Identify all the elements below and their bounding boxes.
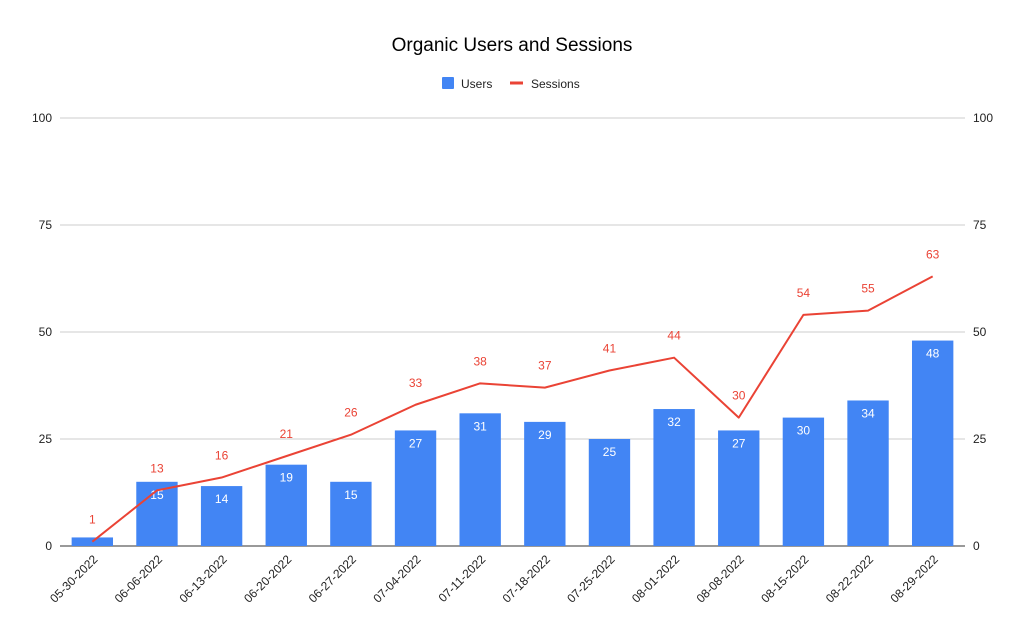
line-label-sessions: 16	[215, 449, 229, 463]
x-tick-label: 06-06-2022	[112, 552, 166, 606]
legend: Users Sessions	[442, 77, 580, 91]
bar-users	[718, 430, 760, 546]
x-tick-label: 07-25-2022	[564, 552, 618, 606]
line-label-sessions: 13	[150, 461, 164, 475]
bar-label-users: 19	[280, 471, 294, 485]
bar-label-users: 27	[732, 436, 746, 450]
legend-label-sessions: Sessions	[531, 77, 580, 91]
sessions-line-labels: 1 13 16 21 26 33 38 37 41 44 30 54 55 63	[89, 247, 940, 526]
y-tick-label-left: 50	[39, 325, 53, 339]
line-label-sessions: 55	[861, 282, 875, 296]
x-tick-label: 05-30-2022	[47, 552, 101, 606]
y-tick-label-right: 25	[973, 432, 987, 446]
bar-label-users: 32	[667, 415, 681, 429]
bar-users	[265, 464, 307, 546]
x-tick-label: 08-08-2022	[694, 552, 748, 606]
bar-label-users: 48	[926, 347, 940, 361]
line-label-sessions: 38	[473, 354, 487, 368]
chart-title: Organic Users and Sessions	[392, 35, 633, 56]
bar-label-users: 31	[473, 419, 487, 433]
line-label-sessions: 30	[732, 389, 746, 403]
line-label-sessions: 37	[538, 359, 552, 373]
x-tick-label: 07-18-2022	[500, 552, 554, 606]
bar-users	[200, 486, 243, 546]
y-axis-left: 0 25 50 75 100	[32, 111, 52, 553]
line-label-sessions: 21	[280, 427, 294, 441]
x-tick-label: 06-27-2022	[306, 552, 360, 606]
legend-swatch-users	[442, 77, 454, 89]
bar-users	[653, 409, 695, 546]
users-bar-labels: 15 14 19 15 27 31 29 25 32 27 30 34 48	[150, 347, 939, 507]
x-tick-label: 06-20-2022	[241, 552, 295, 606]
bar-label-users: 14	[215, 492, 229, 506]
x-tick-label: 07-04-2022	[370, 552, 424, 606]
line-label-sessions: 26	[344, 406, 358, 420]
bar-label-users: 29	[538, 428, 552, 442]
bar-users	[330, 481, 372, 546]
line-label-sessions: 1	[89, 513, 96, 527]
line-label-sessions: 41	[603, 342, 617, 356]
y-tick-label-left: 75	[39, 218, 53, 232]
line-label-sessions: 33	[409, 376, 423, 390]
y-tick-label-left: 0	[45, 539, 52, 553]
y-tick-label-right: 100	[973, 111, 993, 125]
bar-users	[782, 417, 825, 546]
x-axis: 05-30-2022 06-06-2022 06-13-2022 06-20-2022…	[47, 552, 941, 606]
x-tick-label: 08-29-2022	[887, 552, 941, 606]
bar-users	[136, 481, 178, 546]
line-label-sessions: 54	[797, 286, 811, 300]
x-tick-label: 07-11-2022	[436, 552, 489, 605]
y-tick-label-left: 100	[32, 111, 52, 125]
y-tick-label-left: 25	[39, 432, 53, 446]
sessions-line-layer	[91, 275, 934, 543]
bar-label-users: 30	[797, 424, 811, 438]
bar-users	[459, 413, 501, 546]
line-label-sessions: 44	[667, 329, 681, 343]
bar-users	[588, 439, 631, 546]
y-tick-label-right: 75	[973, 218, 987, 232]
bar-users	[911, 340, 954, 546]
x-tick-label: 06-13-2022	[176, 552, 230, 606]
y-axis-right: 0 25 50 75 100	[973, 111, 993, 553]
legend-label-users: Users	[461, 77, 492, 91]
bar-users	[524, 421, 566, 546]
bar-label-users: 15	[150, 488, 164, 502]
x-tick-label: 08-22-2022	[823, 552, 877, 606]
x-tick-label: 08-01-2022	[629, 552, 683, 606]
line-sessions	[91, 275, 934, 543]
y-tick-label-right: 50	[973, 325, 987, 339]
x-tick-label: 08-15-2022	[758, 552, 812, 606]
bar-label-users: 34	[861, 406, 875, 420]
bar-users	[847, 400, 889, 546]
bar-users	[394, 430, 437, 546]
y-tick-label-right: 0	[973, 539, 980, 553]
bar-label-users: 15	[344, 488, 358, 502]
bar-label-users: 27	[409, 436, 423, 450]
bar-label-users: 25	[603, 445, 617, 459]
users-bars	[71, 340, 954, 546]
line-label-sessions: 63	[926, 247, 940, 261]
